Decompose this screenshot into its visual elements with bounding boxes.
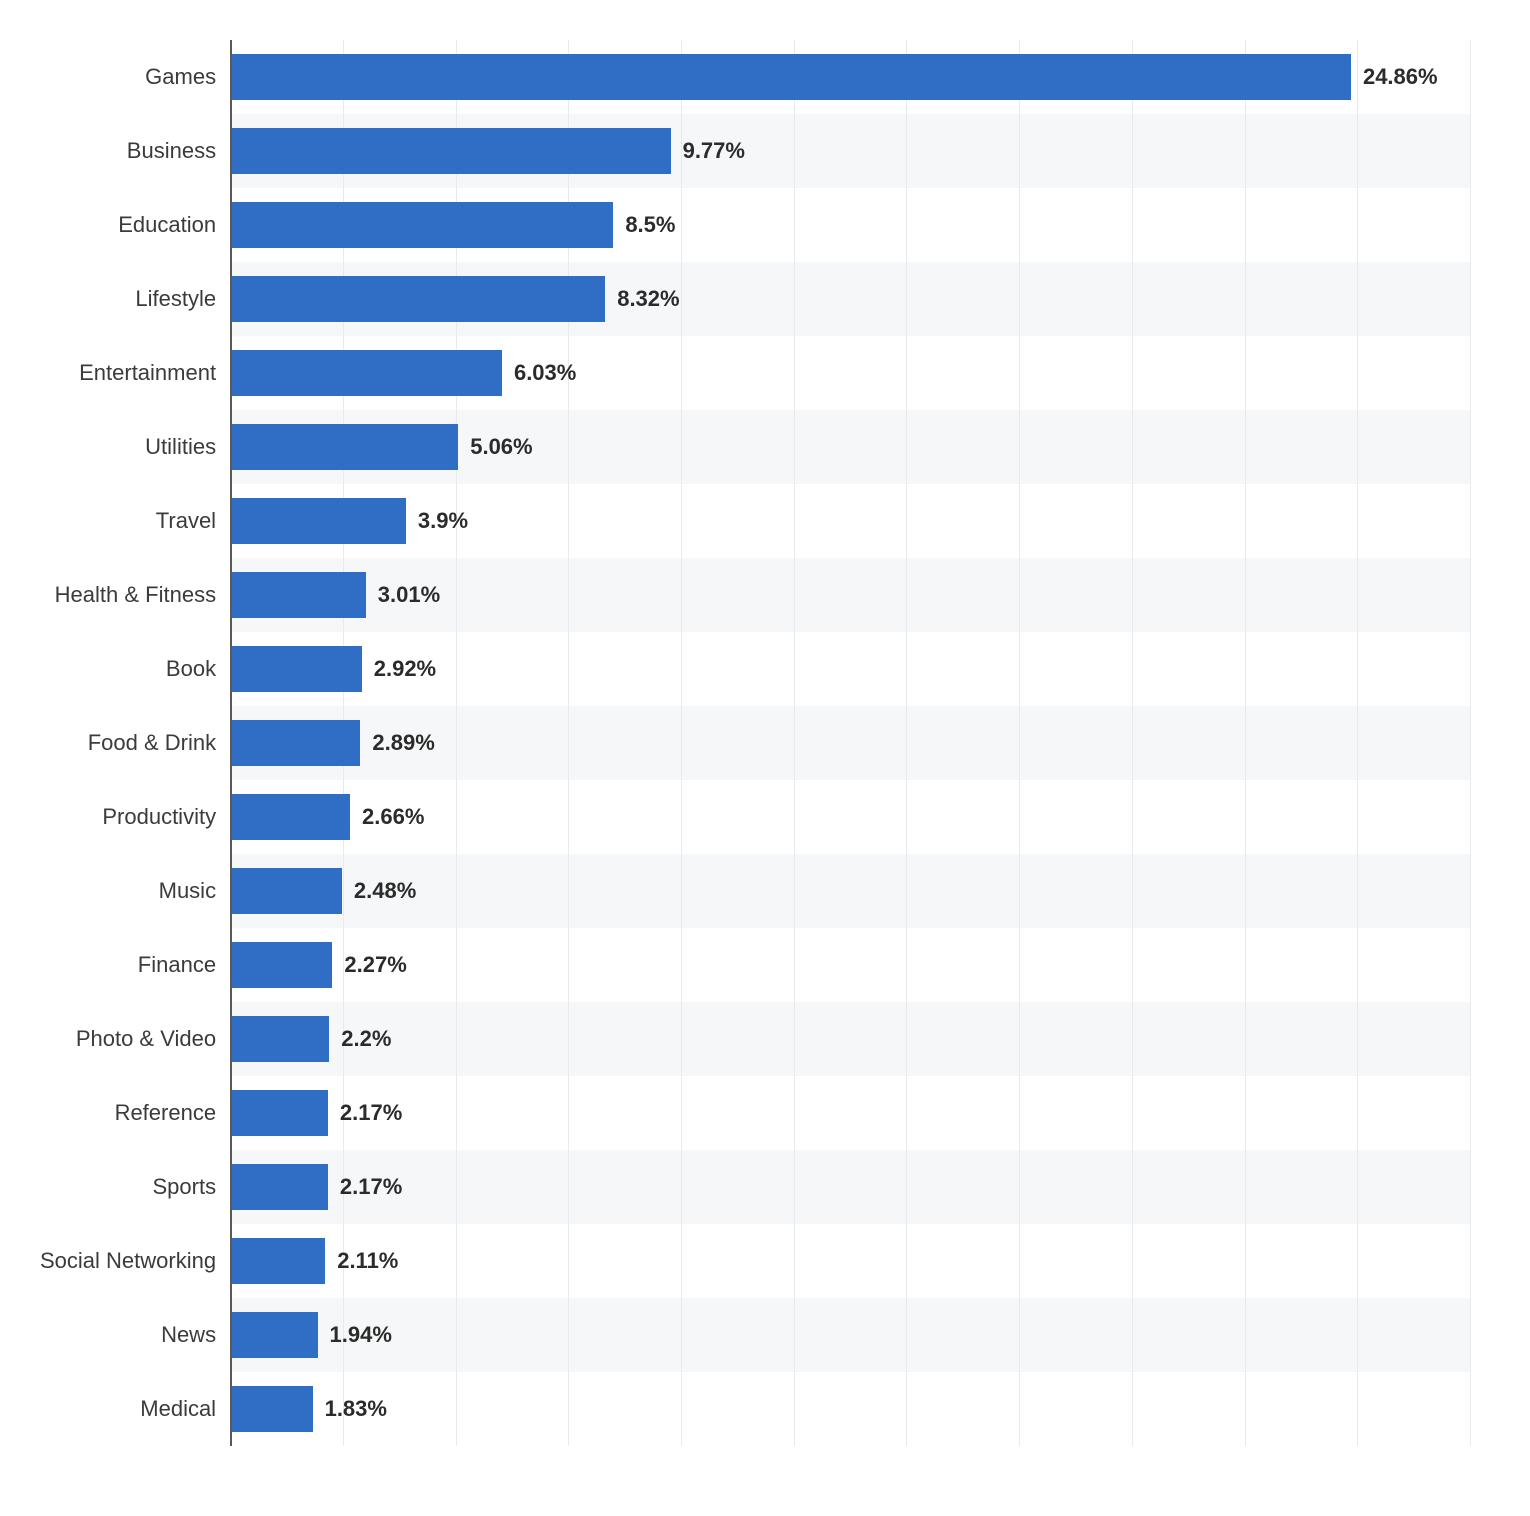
bar-row: 2.89% xyxy=(230,706,1470,780)
category-label: Productivity xyxy=(102,780,216,854)
bar xyxy=(230,720,360,766)
bar xyxy=(230,424,458,470)
category-label: Book xyxy=(166,632,216,706)
value-label: 1.83% xyxy=(325,1396,387,1422)
category-label: Lifestyle xyxy=(135,262,216,336)
bar-row: 2.92% xyxy=(230,632,1470,706)
category-label: Utilities xyxy=(145,410,216,484)
bar-row: 2.11% xyxy=(230,1224,1470,1298)
bar xyxy=(230,1238,325,1284)
category-label: Business xyxy=(127,114,216,188)
value-label: 5.06% xyxy=(470,434,532,460)
bar-row: 2.48% xyxy=(230,854,1470,928)
value-label: 2.2% xyxy=(341,1026,391,1052)
bar xyxy=(230,1090,328,1136)
bar xyxy=(230,276,605,322)
value-label: 2.17% xyxy=(340,1100,402,1126)
value-label: 2.11% xyxy=(337,1248,398,1274)
value-label: 24.86% xyxy=(1363,64,1438,90)
category-label: Music xyxy=(159,854,216,928)
category-label: Travel xyxy=(156,484,216,558)
chart-container: GamesBusinessEducationLifestyleEntertain… xyxy=(0,0,1530,1486)
bar-row: 9.77% xyxy=(230,114,1470,188)
bar-row: 3.01% xyxy=(230,558,1470,632)
category-label: Food & Drink xyxy=(88,706,216,780)
category-label: Photo & Video xyxy=(76,1002,216,1076)
value-label: 2.48% xyxy=(354,878,416,904)
bar xyxy=(230,572,366,618)
category-label: News xyxy=(161,1298,216,1372)
y-axis-line xyxy=(230,40,232,1446)
bar xyxy=(230,350,502,396)
value-label: 6.03% xyxy=(514,360,576,386)
bar xyxy=(230,794,350,840)
category-label: Finance xyxy=(138,928,216,1002)
category-label: Reference xyxy=(115,1076,217,1150)
bar-row: 8.32% xyxy=(230,262,1470,336)
bars: 24.86% 9.77% 8.5% 8.32% 6.03% 5.06% 3.9% 3.01% 2… xyxy=(230,40,1470,1446)
value-label: 9.77% xyxy=(683,138,745,164)
gridline xyxy=(1470,40,1471,1446)
value-label: 2.92% xyxy=(374,656,436,682)
bar-row: 1.94% xyxy=(230,1298,1470,1372)
bar-row: 24.86% xyxy=(230,40,1470,114)
bar-row: 2.27% xyxy=(230,928,1470,1002)
category-label: Social Networking xyxy=(40,1224,216,1298)
bar-row: 2.66% xyxy=(230,780,1470,854)
value-label: 3.9% xyxy=(418,508,468,534)
value-label: 2.89% xyxy=(372,730,434,756)
bar xyxy=(230,1016,329,1062)
bar-row: 6.03% xyxy=(230,336,1470,410)
value-label: 1.94% xyxy=(330,1322,392,1348)
bar xyxy=(230,868,342,914)
bar xyxy=(230,1164,328,1210)
bars-area: 24.86% 9.77% 8.5% 8.32% 6.03% 5.06% 3.9% 3.01% 2… xyxy=(230,40,1470,1446)
category-label: Health & Fitness xyxy=(55,558,216,632)
value-label: 2.17% xyxy=(340,1174,402,1200)
bar-row: 2.2% xyxy=(230,1002,1470,1076)
y-axis-labels: GamesBusinessEducationLifestyleEntertain… xyxy=(40,40,230,1446)
bar xyxy=(230,942,332,988)
value-label: 8.32% xyxy=(617,286,679,312)
value-label: 8.5% xyxy=(625,212,675,238)
category-label: Games xyxy=(145,40,216,114)
bar xyxy=(230,202,613,248)
bar xyxy=(230,498,406,544)
plot-area: GamesBusinessEducationLifestyleEntertain… xyxy=(40,40,1470,1446)
category-label: Sports xyxy=(152,1150,216,1224)
bar xyxy=(230,128,671,174)
category-label: Education xyxy=(118,188,216,262)
bar-row: 5.06% xyxy=(230,410,1470,484)
bar-row: 8.5% xyxy=(230,188,1470,262)
category-label: Medical xyxy=(140,1372,216,1446)
bar xyxy=(230,646,362,692)
bar xyxy=(230,1312,317,1358)
bar-row: 1.83% xyxy=(230,1372,1470,1446)
bar xyxy=(230,54,1351,100)
bar-row: 2.17% xyxy=(230,1076,1470,1150)
value-label: 3.01% xyxy=(378,582,440,608)
value-label: 2.66% xyxy=(362,804,424,830)
category-label: Entertainment xyxy=(79,336,216,410)
value-label: 2.27% xyxy=(344,952,406,978)
bar-row: 2.17% xyxy=(230,1150,1470,1224)
bar xyxy=(230,1386,313,1432)
bar-row: 3.9% xyxy=(230,484,1470,558)
